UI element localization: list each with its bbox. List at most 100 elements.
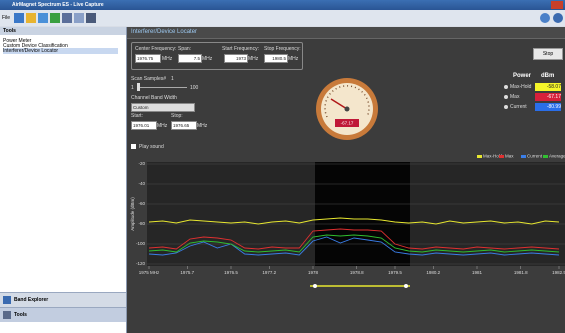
- nav-band-explorer[interactable]: Band Explorer: [0, 292, 126, 307]
- power-radio[interactable]: [504, 105, 508, 109]
- power-value: -80.99: [535, 103, 561, 111]
- legend-swatch: [521, 155, 526, 158]
- range-handle[interactable]: [404, 284, 408, 288]
- sidebar-header: Tools: [0, 27, 126, 35]
- checkbox[interactable]: [131, 144, 136, 149]
- tool-icon[interactable]: [86, 13, 96, 23]
- field-value[interactable]: 7.5: [178, 54, 202, 63]
- legend-swatch: [543, 155, 548, 158]
- nav-icon: [3, 296, 11, 304]
- gauge-needle: [330, 98, 348, 110]
- x-tick-label: 1978: [308, 270, 319, 275]
- start-unit: MHz: [157, 123, 168, 129]
- info-icon[interactable]: [553, 13, 563, 23]
- start-value[interactable]: 1976.01: [131, 121, 157, 130]
- tool-icon[interactable]: [26, 13, 36, 23]
- channel-highlight: [315, 162, 410, 266]
- nav-tools[interactable]: Tools: [0, 307, 126, 322]
- power-label: Current: [510, 104, 527, 110]
- y-tick-label: -120: [136, 261, 146, 266]
- tool-icon[interactable]: [50, 13, 60, 23]
- tool-item[interactable]: Power Meter: [3, 38, 32, 44]
- menu-file[interactable]: File: [2, 15, 11, 21]
- trace: [148, 234, 560, 253]
- title-bar: AirMagnet Spectrum ES - Live Capture: [0, 0, 565, 10]
- field-value[interactable]: 1976.75: [135, 54, 161, 63]
- scan-slider[interactable]: [137, 87, 187, 88]
- legend-label: Current: [527, 154, 543, 159]
- y-tick-label: -20: [138, 161, 145, 166]
- y-tick-label: -40: [138, 181, 145, 186]
- slider-thumb[interactable]: [137, 83, 140, 91]
- legend-swatch: [477, 155, 482, 158]
- scan-value: 1: [171, 76, 174, 82]
- tool-item[interactable]: Interferer/Device Locator: [3, 48, 118, 54]
- y-tick-label: -100: [136, 241, 146, 246]
- power-radio[interactable]: [504, 85, 508, 89]
- field-value[interactable]: 1980.5: [264, 54, 288, 63]
- y-axis-label: Amplitude (dBm): [130, 197, 135, 231]
- legend-label: Max: [505, 154, 514, 159]
- field-value[interactable]: 1973: [224, 54, 248, 63]
- panel-header: Interferer/Device Locater: [127, 27, 565, 39]
- power-radio[interactable]: [504, 95, 508, 99]
- start-label: Start:: [131, 113, 143, 119]
- stop-value[interactable]: 1976.65: [171, 121, 197, 130]
- x-tick-label: 1975.7: [180, 270, 194, 275]
- tool-icon[interactable]: [14, 13, 24, 23]
- tool-icon[interactable]: [74, 13, 84, 23]
- power-label: Max-Hold: [510, 84, 532, 90]
- field-label: Center Frequency:: [135, 46, 177, 52]
- x-tick-label: 1981.8: [514, 270, 528, 275]
- legend-label: Average: [549, 154, 565, 159]
- field-unit: MHz: [202, 56, 213, 62]
- channel-mode[interactable]: Custom: [131, 103, 195, 112]
- x-tick-label: 1978.8: [350, 270, 364, 275]
- y-tick-label: -80: [138, 221, 145, 226]
- gauge-readout: -67.17: [341, 121, 354, 126]
- gauge-readout-box: [335, 119, 359, 127]
- gauge: -67.17: [316, 78, 378, 140]
- scan-max: 100: [190, 85, 199, 91]
- play-sound: Play sound: [139, 144, 164, 150]
- stop-label: Stop:: [171, 113, 183, 119]
- trace: [148, 217, 560, 225]
- stop-button[interactable]: Stop: [533, 48, 563, 60]
- scan-min: 1: [131, 85, 134, 91]
- power-value: -58.07: [535, 83, 561, 91]
- x-tick-label: 1982.5: [552, 270, 565, 275]
- gauge-hub: [344, 106, 350, 112]
- legend-label: Max-Hold: [483, 154, 503, 159]
- main-panel: Interferer/Device Locater Center Frequen…: [127, 27, 565, 333]
- panel-title: Interferer/Device Locater: [131, 29, 198, 35]
- window-title: AirMagnet Spectrum ES - Live Capture: [12, 2, 104, 8]
- y-tick-label: -60: [138, 201, 145, 206]
- frequency-group: Center Frequency: 1976.75 MHz Span: 7.5 …: [131, 42, 303, 70]
- tool-icon[interactable]: [62, 13, 72, 23]
- field-label: Span:: [178, 46, 192, 52]
- x-tick-label: 1981: [472, 270, 483, 275]
- power-label: Max: [510, 94, 520, 100]
- x-tick-label: 1979.5: [388, 270, 402, 275]
- field-unit: MHz: [162, 56, 173, 62]
- field-label: Start Frequency:: [222, 46, 259, 52]
- toolbar: File: [0, 10, 565, 26]
- sidebar: Tools Power Meter Custom Device Classifi…: [0, 27, 127, 333]
- help-icon[interactable]: [540, 13, 550, 23]
- legend-swatch: [499, 155, 504, 158]
- channel-label: Channel Band Width: [131, 95, 177, 101]
- tool-item[interactable]: Custom Device Classification: [3, 43, 68, 49]
- field-label: Stop Frequency:: [264, 46, 301, 52]
- power-value: -67.17: [535, 93, 561, 101]
- field-unit: MHz: [288, 56, 299, 62]
- tool-icon[interactable]: [38, 13, 48, 23]
- range-handle[interactable]: [313, 284, 317, 288]
- x-tick-label: 1975 MHz: [139, 270, 160, 275]
- field-unit: MHz: [248, 56, 259, 62]
- sidebar-title: Tools: [3, 28, 16, 34]
- nav-icon: [3, 311, 11, 319]
- trace: [148, 236, 560, 256]
- power-title: Power: [513, 73, 532, 79]
- close-button[interactable]: [551, 1, 563, 9]
